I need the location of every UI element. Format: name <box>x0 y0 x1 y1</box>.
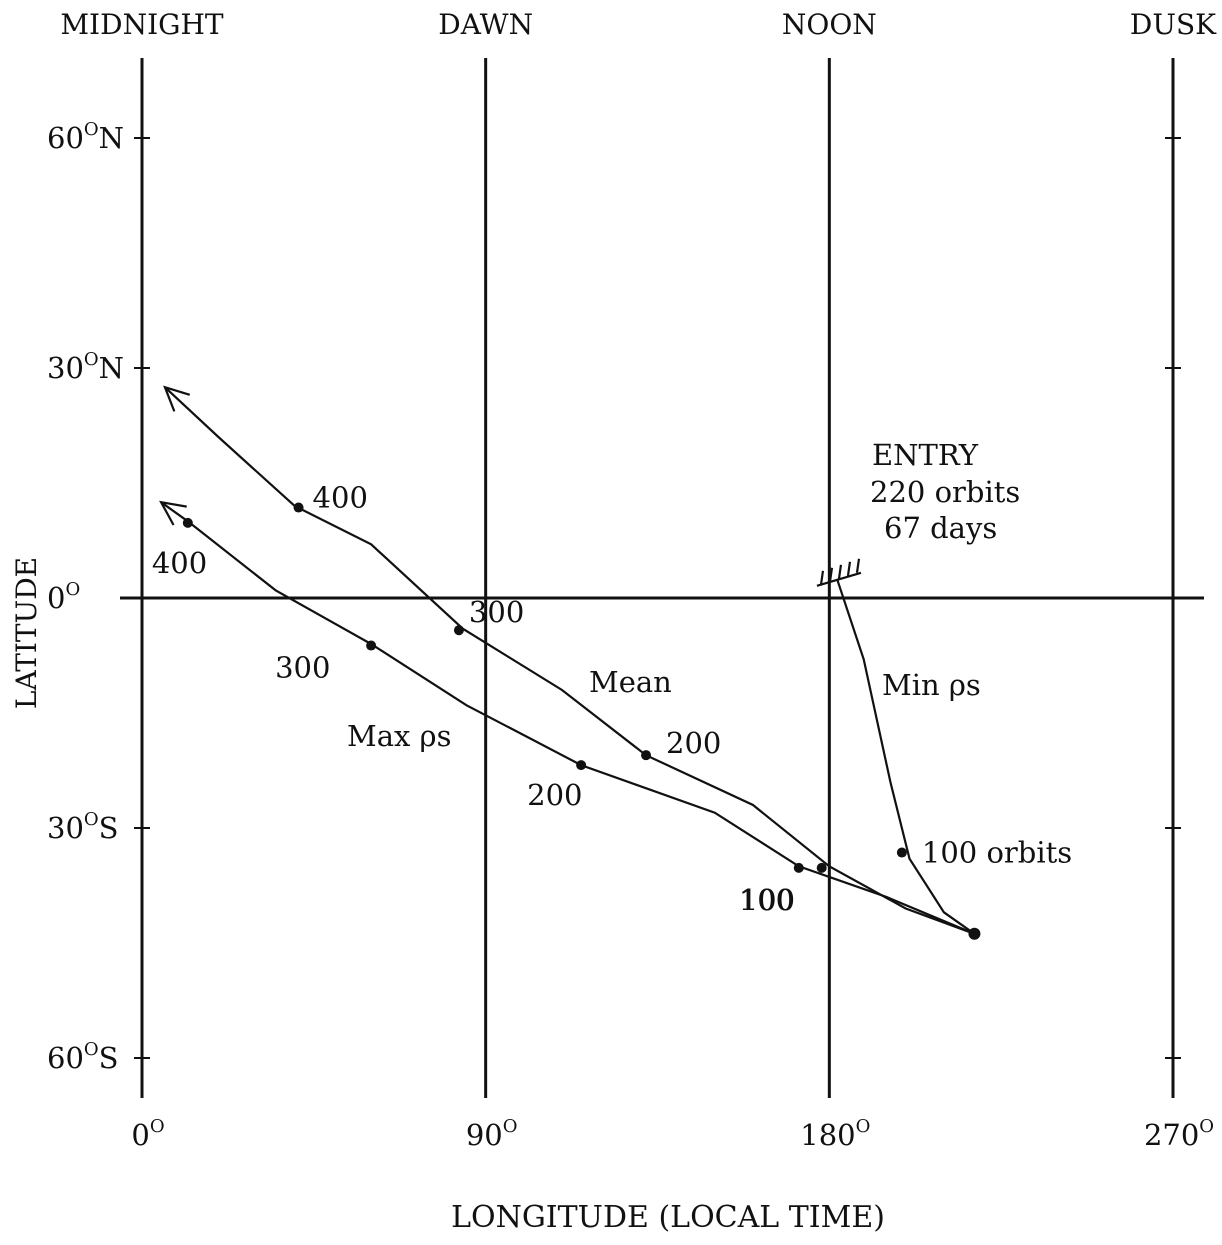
series-label-min-rho-s: Min ρs <box>882 668 981 702</box>
time-label-midnight: MIDNIGHT <box>60 8 224 41</box>
x-axis-label: LONGITUDE (LOCAL TIME) <box>451 1200 885 1235</box>
marker-max-rho-s <box>576 760 587 771</box>
entry-annotation-line2: 220 orbits <box>870 475 1020 509</box>
marker-max-rho-s <box>366 640 377 651</box>
curve-min-rho-s <box>835 578 976 935</box>
marker-mean <box>816 862 827 873</box>
x-tick-label: 180O <box>800 1116 870 1152</box>
entry-annotation-line3: 67 days <box>884 511 997 545</box>
series-label-mean: Mean <box>589 665 672 699</box>
series-label-max-rho-s: Max ρs <box>347 719 452 753</box>
y-axis-label: LATITUDE <box>10 557 43 709</box>
entry-annotation-line1: ENTRY <box>872 438 979 472</box>
marker-mean <box>293 502 304 513</box>
y-tick-label: 60ON <box>47 119 124 155</box>
x-tick-label: 0O <box>131 1116 164 1152</box>
time-label-noon: NOON <box>782 8 877 41</box>
arrowhead-max-rho-s <box>159 500 187 526</box>
marker-label-mean: 300 <box>469 595 524 629</box>
start-point <box>968 927 981 940</box>
marker-label-mean: 200 <box>666 726 721 760</box>
chart-labels: LONGITUDE (LOCAL TIME) LATITUDE ENTRY 22… <box>10 8 1217 1235</box>
marker-label-max-rho-s: 400 <box>152 546 207 580</box>
axes-frame <box>120 58 1204 1098</box>
marker-max-rho-s <box>182 517 193 528</box>
marker-max-rho-s <box>793 862 804 873</box>
y-tick-label: 60OS <box>47 1039 119 1075</box>
marker-label-min-rho-s: 100 orbits <box>922 836 1072 870</box>
entry-marker <box>816 558 862 587</box>
marker-label-mean: 400 <box>313 481 368 515</box>
x-tick-label: 90O <box>466 1116 518 1152</box>
curve-max-rho-s <box>160 501 975 935</box>
data-curves <box>159 385 976 935</box>
y-tick-label: 30ON <box>47 349 124 385</box>
curve-mean <box>164 386 975 935</box>
time-label-dawn: DAWN <box>438 8 533 41</box>
time-label-dusk: DUSK <box>1130 8 1217 41</box>
marker-label-max-rho-s: 100 <box>739 883 794 917</box>
data-markers <box>182 502 981 940</box>
marker-mean <box>453 625 464 636</box>
x-tick-label: 270O <box>1144 1116 1214 1152</box>
marker-min-rho-s <box>896 847 907 858</box>
marker-label-max-rho-s: 300 <box>275 651 330 685</box>
axis-ticks <box>134 137 1181 1059</box>
y-tick-label: 30OS <box>47 809 119 845</box>
marker-mean <box>641 750 652 761</box>
marker-label-mean: 100 <box>740 883 795 917</box>
marker-label-max-rho-s: 200 <box>527 778 582 812</box>
y-tick-label: 0O <box>47 579 80 615</box>
arrowhead-mean <box>163 385 191 412</box>
